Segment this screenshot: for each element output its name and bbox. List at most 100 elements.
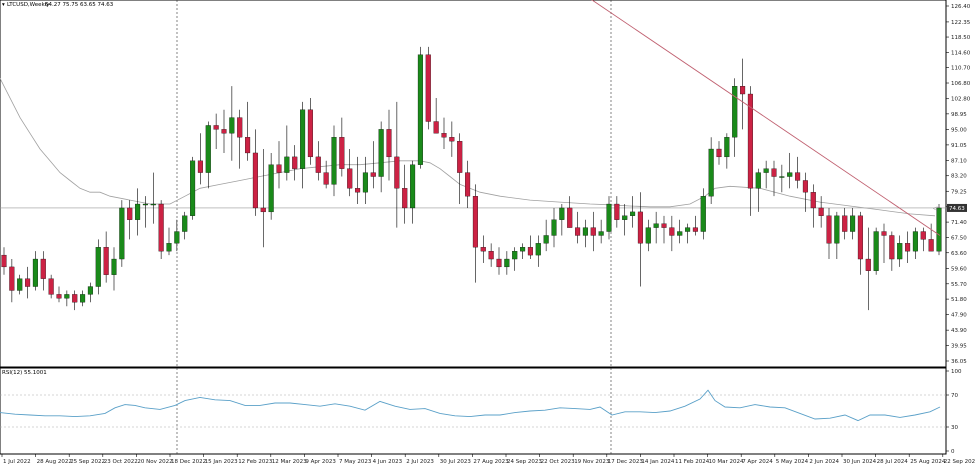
- time-tick-label: 2 Jun 2024: [809, 459, 839, 464]
- candle: [881, 223, 887, 263]
- price-tick-label: 122.35: [951, 20, 971, 26]
- candle-body: [692, 227, 698, 232]
- time-tick-label: 7 May 2023: [339, 459, 372, 464]
- candle-body: [362, 172, 368, 193]
- candle-body: [512, 251, 518, 260]
- price-tick-label: 51.80: [951, 297, 967, 303]
- candle-body: [457, 141, 463, 173]
- candle-body: [158, 203, 164, 252]
- candle: [559, 204, 565, 236]
- candle-body: [826, 215, 832, 244]
- candle: [417, 46, 423, 169]
- candle: [802, 172, 808, 212]
- candle: [512, 247, 518, 271]
- candle: [32, 251, 38, 291]
- candle: [936, 204, 942, 256]
- candle: [582, 219, 588, 248]
- time-tick-label: 28 Jul 2024: [877, 459, 909, 464]
- candle: [127, 200, 133, 240]
- candles: [1, 46, 942, 311]
- time-tick-label: 25 Sep 2022: [70, 459, 105, 464]
- candle: [410, 160, 416, 224]
- candle-body: [32, 258, 38, 287]
- candle-body: [645, 227, 651, 244]
- candle-body: [543, 235, 549, 244]
- candle: [402, 164, 408, 224]
- candle-body: [95, 247, 101, 287]
- candle: [834, 211, 840, 260]
- candle: [245, 101, 251, 161]
- candle-body: [606, 203, 612, 232]
- candle-body: [245, 137, 251, 154]
- candle: [221, 109, 227, 153]
- candle: [480, 235, 486, 263]
- candle-body: [810, 192, 816, 209]
- candle-body: [370, 172, 376, 177]
- candle-body: [747, 93, 753, 189]
- candle-body: [779, 176, 785, 178]
- candle-body: [936, 207, 942, 252]
- candle-body: [174, 231, 180, 244]
- candle-body: [135, 203, 141, 220]
- rsi-panel-frame: [0, 367, 947, 455]
- candle-body: [56, 294, 62, 299]
- candle-body: [1, 254, 7, 268]
- price-badge: 74.63: [949, 206, 965, 212]
- candle: [111, 247, 117, 291]
- price-tick-label: 83.20: [951, 174, 967, 180]
- candle-body: [732, 86, 738, 138]
- candle: [520, 243, 526, 260]
- candle: [150, 172, 156, 224]
- candle-body: [347, 168, 353, 189]
- candle: [465, 160, 471, 208]
- trend-line: [591, 0, 941, 236]
- candle: [213, 113, 219, 150]
- candle-body: [378, 129, 384, 177]
- candle-body: [724, 137, 730, 158]
- candle-body: [150, 203, 156, 206]
- candle-body: [472, 196, 478, 248]
- candle: [543, 219, 549, 252]
- candle-body: [740, 86, 746, 95]
- candle: [747, 86, 753, 216]
- candle: [472, 184, 478, 283]
- candle: [40, 251, 46, 291]
- candle: [339, 117, 345, 177]
- candle-body: [559, 207, 565, 220]
- candle: [897, 235, 903, 267]
- candle: [103, 231, 109, 283]
- candle-body: [795, 172, 801, 181]
- candle-body: [630, 211, 636, 216]
- time-tick-label: 23 Oct 2022: [104, 459, 138, 464]
- candle-body: [677, 231, 683, 236]
- time-tick-label: 14 Jan 2024: [641, 459, 674, 464]
- candle-body: [355, 188, 361, 193]
- candle: [166, 227, 172, 256]
- candle: [252, 129, 258, 216]
- candle-body: [590, 227, 596, 236]
- candle-body: [567, 207, 573, 228]
- time-tick-label: 28 Aug 2022: [37, 459, 72, 464]
- candle: [347, 149, 353, 197]
- price-tick-label: 55.70: [951, 282, 967, 288]
- main-panel-frame: [0, 0, 947, 368]
- candle-body: [339, 137, 345, 169]
- candle-body: [661, 223, 667, 228]
- candle-body: [551, 219, 557, 236]
- price-tick-label: 95.00: [951, 127, 967, 133]
- candle: [300, 101, 306, 189]
- candle-body: [323, 172, 329, 185]
- candle: [182, 211, 188, 240]
- candle: [370, 141, 376, 189]
- rsi-tick-label: 70: [951, 393, 958, 399]
- candle: [700, 188, 706, 240]
- candle: [268, 152, 274, 220]
- candle-body: [111, 258, 117, 275]
- candle-body: [410, 164, 416, 209]
- candle-body: [292, 156, 298, 169]
- candle: [653, 211, 659, 244]
- candle: [95, 239, 101, 295]
- candle: [135, 188, 141, 236]
- candle: [64, 290, 70, 307]
